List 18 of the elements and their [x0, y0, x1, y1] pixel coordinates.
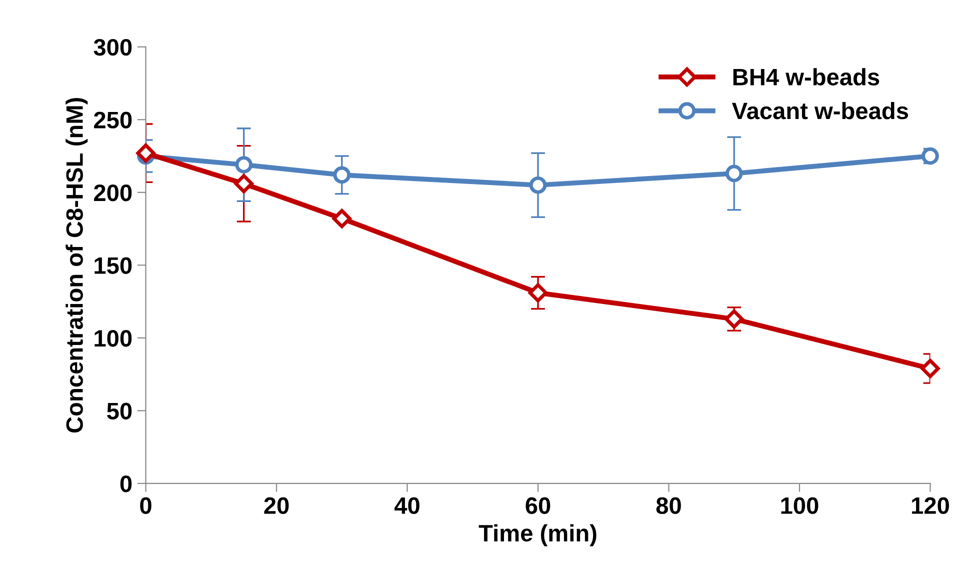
y-tick-label: 150 [94, 257, 132, 274]
y-tick-label: 300 [94, 38, 132, 56]
x-tick-label: 20 [264, 497, 289, 514]
x-tick-label: 100 [781, 497, 818, 514]
legend-label: BH4 w-beads [733, 68, 880, 86]
y-tick-label: 0 [120, 476, 132, 492]
x-tick-label: 60 [526, 497, 550, 514]
x-tick-label: 80 [656, 497, 681, 514]
x-axis-title: Time (min) [478, 524, 596, 546]
y-tick-label: 250 [94, 112, 132, 128]
y-tick-label: 50 [107, 402, 132, 420]
legend-label: Vacant w-beads [732, 102, 908, 120]
x-tick-label: 120 [912, 497, 949, 514]
y-axis-title: Concentration of C8-HSL (nM) [66, 98, 88, 433]
x-tick-label: 40 [394, 497, 420, 514]
y-tick-label: 200 [94, 184, 132, 202]
y-tick-label: 100 [94, 330, 132, 347]
x-tick-label: 0 [140, 497, 152, 514]
